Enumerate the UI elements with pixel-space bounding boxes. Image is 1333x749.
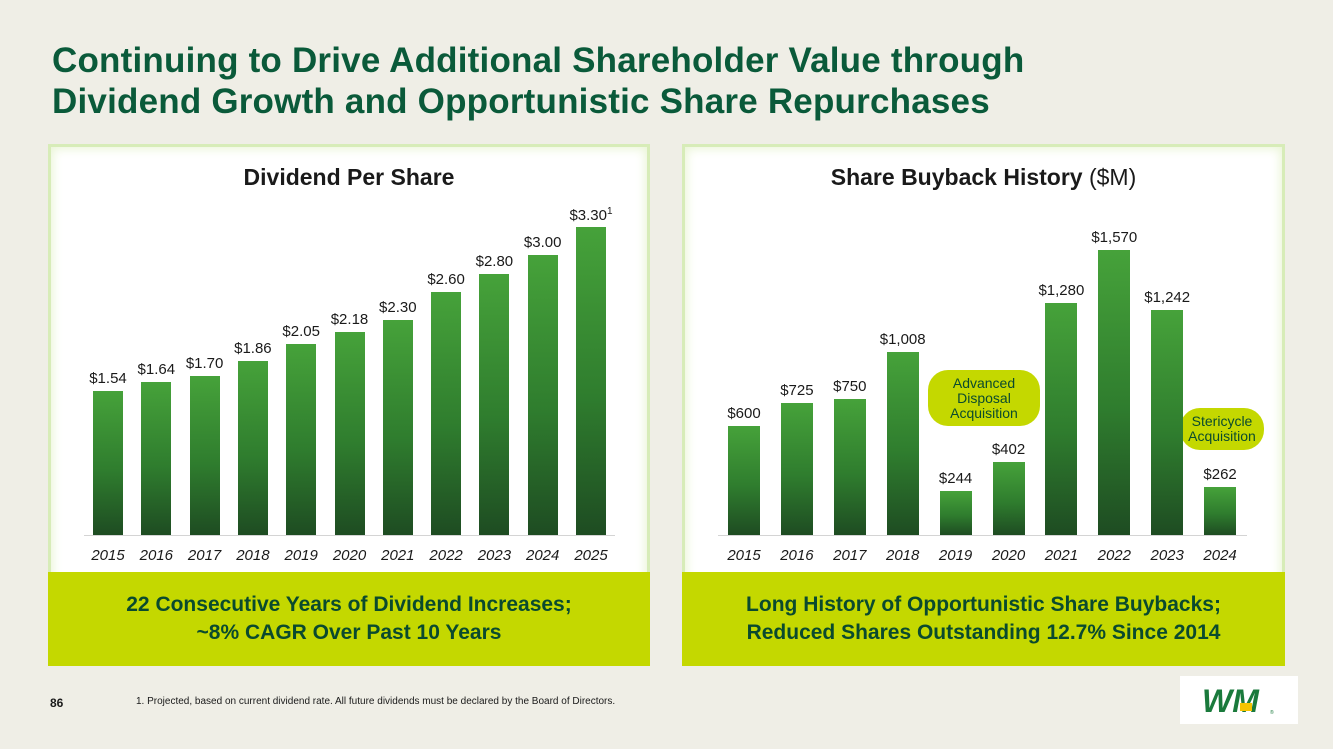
x-tick-2019: 2019 [938,547,973,564]
x-tick-2016: 2016 [780,547,814,564]
x-tick-2017: 2017 [833,547,867,564]
bar-2021 [382,320,413,535]
value-label-2024: $3.00 [523,234,562,251]
wm-logo-svg: WM ® [1182,676,1298,724]
bar-2017 [833,398,866,535]
bar-2024 [1204,487,1237,535]
x-tick-2021: 2021 [381,547,415,564]
x-tick-2024: 2024 [1203,547,1237,564]
bar-2016 [141,381,172,535]
x-tick-2022: 2022 [429,547,463,564]
bar-2017 [189,376,220,535]
value-label-2015: $600 [727,405,761,423]
buyback-chart-title: Share Buyback History ($M) [682,164,1285,191]
page-number: 86 [50,696,64,710]
x-tick-2018: 2018 [236,547,270,564]
dividend-banner-line2: ~8% CAGR Over Past 10 Years [196,621,502,644]
x-tick-2017: 2017 [187,547,222,564]
buyback-panel: Share Buyback History ($M) Advanced Disp… [682,144,1285,666]
value-label-2023: $2.80 [475,252,514,270]
x-axis-line [83,535,616,536]
bar-2024 [527,255,558,535]
value-label-2020: $2.18 [330,310,369,328]
x-tick-2023: 2023 [1150,547,1184,564]
value-label-2020: $402 [991,441,1026,459]
bar-2020 [992,462,1025,535]
footnote-marker: 1 [606,206,613,217]
buyback-chart-unit: ($M) [1088,164,1137,190]
buyback-chart-title-text: Share Buyback History [830,164,1083,190]
x-tick-2019: 2019 [284,547,318,564]
x-tick-2016: 2016 [139,547,173,564]
footnote: 1. Projected, based on current dividend … [136,696,616,707]
buyback-banner-line1: Long History of Opportunistic Share Buyb… [746,593,1221,616]
value-label-2018: $1,008 [879,331,926,349]
bar-2015 [728,426,760,535]
bar-2015 [93,391,123,535]
advanced-disposal-annotation: Advanced Disposal Acquisition [928,370,1040,426]
buyback-banner-line2: Reduced Shares Outstanding 12.7% Since 2… [746,621,1221,644]
x-axis-line [717,535,1247,536]
wm-logo-text: WM [1202,683,1260,719]
dividend-chart-title: Dividend Per Share [243,164,455,190]
wm-logo-accent [1240,703,1252,711]
bar-2018 [237,361,268,535]
annotation-line: Acquisition [950,404,1018,421]
value-label-2017: $1.70 [185,355,224,373]
stericycle-annotation: Stericycle Acquisition [1180,408,1264,450]
wm-logo-icon: WM ® [1180,676,1298,724]
annotation-line: Stericycle [1191,413,1253,429]
value-label-2019: $2.05 [282,322,320,340]
x-tick-2015: 2015 [91,547,125,564]
value-label-2024: $262 [1203,466,1237,484]
value-label-2015: $1.54 [89,370,127,388]
bar-2018 [886,352,919,535]
annotation-line: Disposal [957,389,1011,406]
bar-2022 [1098,250,1131,535]
value-label-2021: $2.30 [379,299,417,317]
x-tick-2023: 2023 [477,547,512,564]
page-title-line2: Dividend Growth and Opportunistic Share … [52,82,990,121]
bar-2019 [939,490,972,535]
value-label-2022: $2.60 [427,271,465,289]
annotation-line: Advanced [952,374,1016,391]
page-title: Continuing to Drive Additional Sharehold… [52,40,1024,122]
value-label-2018: $1.86 [234,340,272,358]
value-label-2016: $1.64 [137,360,176,378]
bar-2016 [780,403,813,535]
value-label-2017: $750 [833,377,867,395]
bar-2023 [479,273,510,535]
x-tick-2024: 2024 [526,547,560,564]
bar-2023 [1151,309,1184,535]
dividend-banner-line1: 22 Consecutive Years of Dividend Increas… [126,593,572,616]
bar-2025 [576,227,606,535]
dividend-panel: Dividend Per Share 22 Consecutive Years … [48,144,650,666]
x-tick-2020: 2020 [332,547,367,564]
annotation-line: Acquisition [1188,428,1256,444]
dividend-banner: 22 Consecutive Years of Dividend Increas… [48,572,650,666]
x-tick-2022: 2022 [1097,547,1131,564]
bar-2019 [286,343,317,535]
value-label-2016: $725 [780,382,814,400]
svg-text:®: ® [1270,709,1274,716]
x-tick-2020: 2020 [991,547,1026,564]
bar-2020 [334,331,365,535]
x-tick-2025: 2025 [574,547,608,564]
value-label-2021: $1,280 [1038,281,1085,299]
page-title-line1: Continuing to Drive Additional Sharehold… [52,41,1025,80]
value-label-2025: $3.301 [569,206,613,224]
bar-2022 [431,292,462,535]
x-tick-2018: 2018 [886,547,920,564]
x-tick-2021: 2021 [1044,547,1079,564]
x-tick-2015: 2015 [727,547,761,564]
value-label-2022: $1,570 [1091,229,1138,246]
buyback-banner: Long History of Opportunistic Share Buyb… [682,572,1285,666]
value-label-2023: $1,242 [1144,288,1191,306]
value-label-2019: $244 [938,469,973,487]
bar-2021 [1045,302,1078,535]
